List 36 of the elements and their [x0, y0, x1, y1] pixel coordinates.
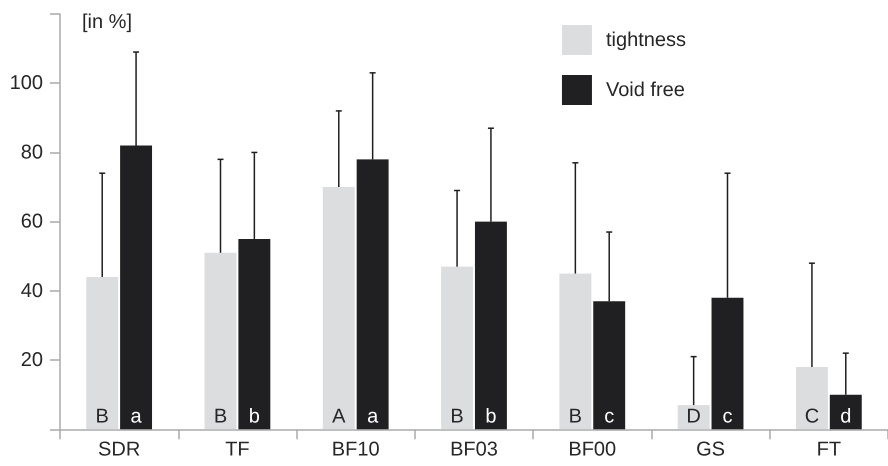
x-tick-label: SDR — [98, 438, 140, 460]
bar — [441, 266, 474, 430]
data-label: d — [840, 405, 852, 428]
y-tick-label: 100 — [10, 72, 43, 94]
bar — [86, 277, 118, 430]
data-label: B — [450, 405, 464, 428]
bar — [678, 405, 710, 430]
data-label: B — [96, 405, 109, 428]
bar — [322, 187, 355, 430]
legend-label: Void free — [606, 79, 685, 101]
data-label: B — [568, 405, 582, 428]
data-label: B — [214, 405, 228, 428]
data-label: b — [485, 405, 496, 428]
data-label: c — [722, 405, 732, 428]
data-label: a — [367, 405, 380, 428]
y-tick-label: 20 — [20, 349, 43, 372]
x-tick-label: GS — [696, 438, 726, 460]
bar — [559, 274, 592, 430]
data-label: a — [130, 405, 143, 428]
data-label: b — [248, 405, 260, 428]
data-label: D — [686, 405, 701, 428]
y-tick-label: 80 — [20, 141, 43, 164]
data-label: A — [332, 405, 346, 428]
x-tick-label: BF03 — [450, 438, 498, 460]
legend-label: tightness — [606, 29, 686, 51]
y-tick-label: 60 — [20, 210, 43, 233]
x-tick-label: TF — [225, 438, 250, 460]
y-tick-label: 40 — [20, 280, 43, 302]
bar — [204, 252, 236, 430]
x-tick-label: BF10 — [332, 438, 380, 460]
data-label: c — [604, 405, 614, 428]
x-tick-label: BF00 — [568, 438, 616, 460]
data-label: C — [804, 405, 820, 428]
x-tick-label: FT — [816, 438, 842, 460]
y-axis-title: [in %] — [82, 11, 132, 33]
bar — [796, 367, 828, 430]
